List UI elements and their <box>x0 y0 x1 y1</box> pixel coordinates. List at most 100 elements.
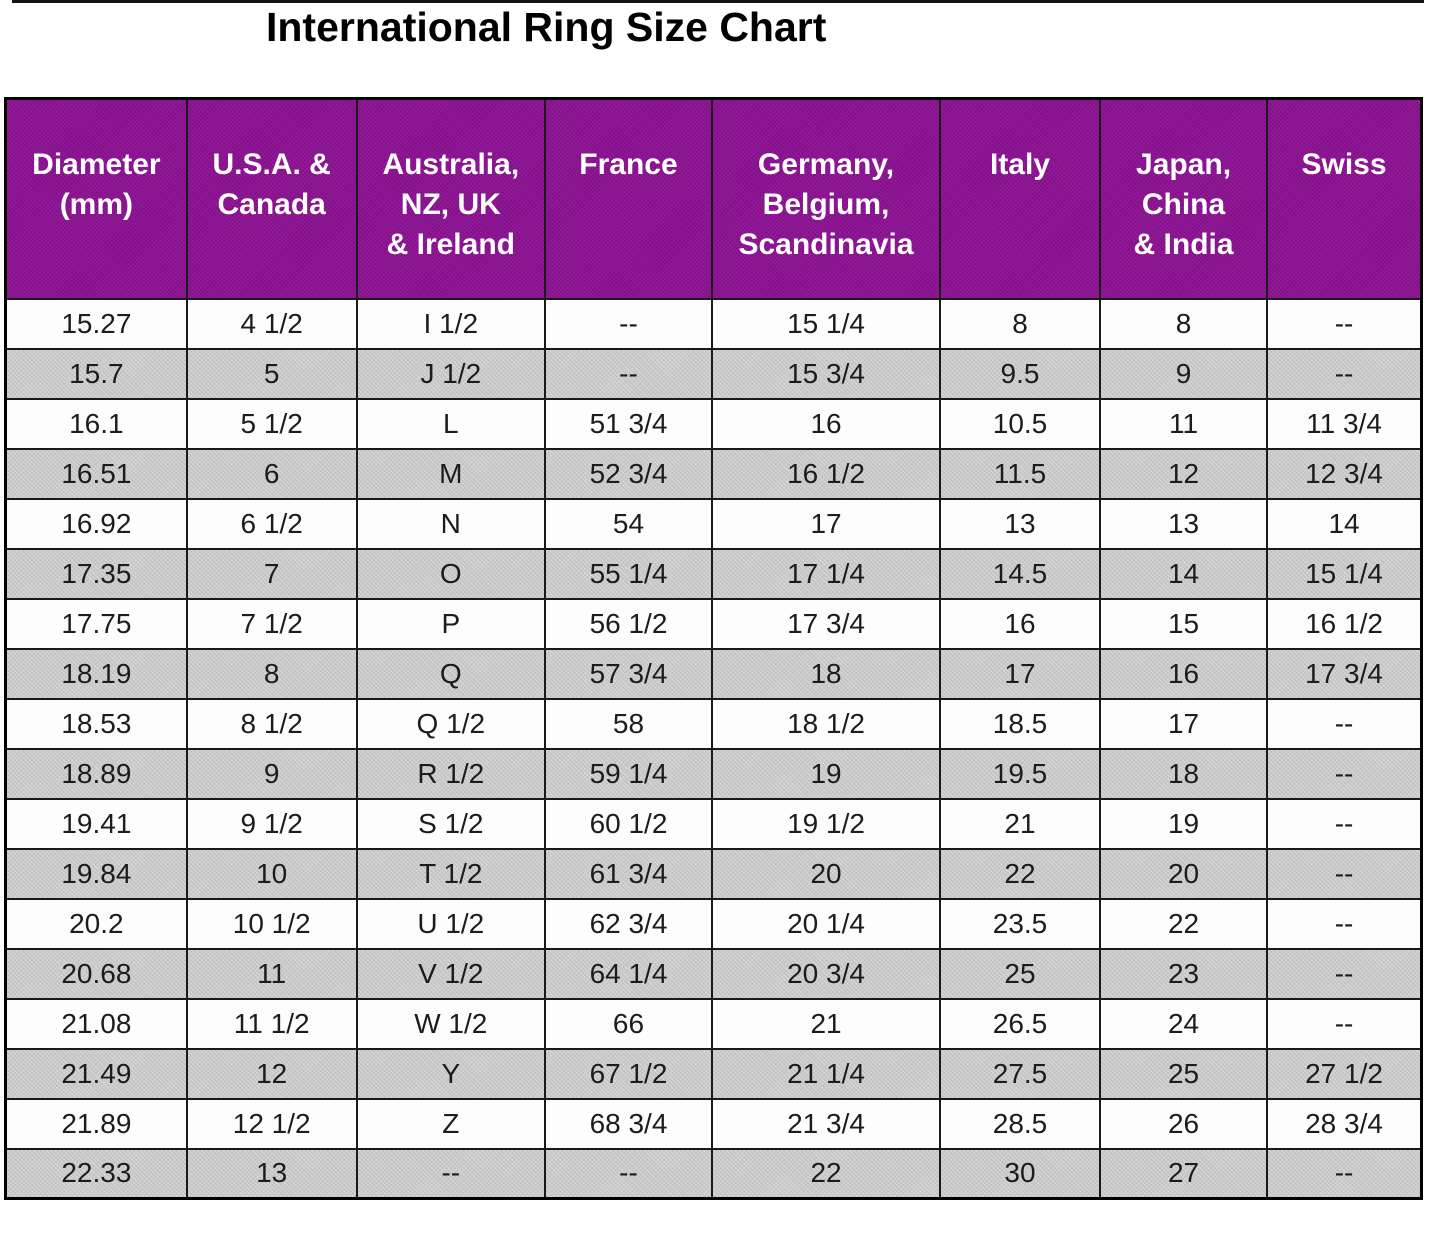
cell: 22 <box>711 1147 941 1200</box>
cell: 62 3/4 <box>543 897 714 950</box>
cell: 17 3/4 <box>1266 647 1423 700</box>
cell: 61 3/4 <box>543 847 714 900</box>
table-row: 17.75 7 1/2 P 56 1/2 17 3/4 16 15 16 1/2 <box>4 597 1423 650</box>
cell: 67 1/2 <box>543 1047 714 1100</box>
cell: 6 1/2 <box>185 497 358 550</box>
cell: 15 3/4 <box>711 347 941 400</box>
cell: 19.84 <box>4 847 188 900</box>
cell: 13 <box>1098 497 1269 550</box>
column-header-swiss: Swiss <box>1266 97 1423 300</box>
cell: 28 3/4 <box>1266 1097 1423 1150</box>
cell: U 1/2 <box>355 897 546 950</box>
cell: -- <box>1266 947 1423 1000</box>
cell: 10 <box>185 847 358 900</box>
cell: 20.2 <box>4 897 188 950</box>
cell: 27 <box>1098 1147 1269 1200</box>
cell: L <box>355 397 546 450</box>
cell: -- <box>1266 347 1423 400</box>
column-header-australia-nz-uk-ireland: Australia, NZ, UK & Ireland <box>355 97 546 300</box>
cell: -- <box>355 1147 546 1200</box>
cell: 9 <box>185 747 358 800</box>
cell: 17 <box>939 647 1101 700</box>
cell: 30 <box>939 1147 1101 1200</box>
cell: -- <box>543 347 714 400</box>
cell: 26.5 <box>939 997 1101 1050</box>
cell: Q <box>355 647 546 700</box>
cell: 23 <box>1098 947 1269 1000</box>
cell: -- <box>1266 847 1423 900</box>
cell: 6 <box>185 447 358 500</box>
column-header-germany-belgium-scandinavia: Germany, Belgium, Scandinavia <box>711 97 941 300</box>
column-header-italy: Italy <box>939 97 1101 300</box>
table-row: 17.35 7 O 55 1/4 17 1/4 14.5 14 15 1/4 <box>4 547 1423 600</box>
cell: 16 <box>711 397 941 450</box>
cell: V 1/2 <box>355 947 546 1000</box>
cell: Z <box>355 1097 546 1150</box>
cell: 17 1/4 <box>711 547 941 600</box>
cell: 8 <box>1098 297 1269 350</box>
table-row: 16.51 6 M 52 3/4 16 1/2 11.5 12 12 3/4 <box>4 447 1423 500</box>
column-header-japan-china-india: Japan, China & India <box>1098 97 1269 300</box>
cell: 10.5 <box>939 397 1101 450</box>
cell: 52 3/4 <box>543 447 714 500</box>
cell: -- <box>1266 1147 1423 1200</box>
cell: 25 <box>939 947 1101 1000</box>
cell: 19 1/2 <box>711 797 941 850</box>
column-header-usa-canada: U.S.A. & Canada <box>185 97 358 300</box>
cell: M <box>355 447 546 500</box>
cell: 15.7 <box>4 347 188 400</box>
cell: 22 <box>1098 897 1269 950</box>
table-row: 21.49 12 Y 67 1/2 21 1/4 27.5 25 27 1/2 <box>4 1047 1423 1100</box>
table-row: 15.27 4 1/2 I 1/2 -- 15 1/4 8 8 -- <box>4 297 1423 350</box>
cell: 21.49 <box>4 1047 188 1100</box>
table-row: 20.68 11 V 1/2 64 1/4 20 3/4 25 23 -- <box>4 947 1423 1000</box>
header-row: Diameter (mm) U.S.A. & Canada Australia,… <box>4 97 1423 300</box>
cell: 11 1/2 <box>185 997 358 1050</box>
cell: 9 1/2 <box>185 797 358 850</box>
cell: 12 <box>1098 447 1269 500</box>
cell: 16 <box>1098 647 1269 700</box>
cell: 51 3/4 <box>543 397 714 450</box>
cell: 16 <box>939 597 1101 650</box>
cell: 8 1/2 <box>185 697 358 750</box>
cell: 16.51 <box>4 447 188 500</box>
cell: 12 <box>185 1047 358 1100</box>
cell: Y <box>355 1047 546 1100</box>
column-header-france: France <box>543 97 714 300</box>
cell: 21 <box>939 797 1101 850</box>
cell: 18 <box>711 647 941 700</box>
cell: 22.33 <box>4 1147 188 1200</box>
cell: -- <box>543 297 714 350</box>
cell: 58 <box>543 697 714 750</box>
cell: 16 1/2 <box>711 447 941 500</box>
cell: 24 <box>1098 997 1269 1050</box>
cell: I 1/2 <box>355 297 546 350</box>
cell: 15.27 <box>4 297 188 350</box>
cell: 11 <box>185 947 358 1000</box>
cell: 13 <box>185 1147 358 1200</box>
cell: 11 <box>1098 397 1269 450</box>
table-row: 16.1 5 1/2 L 51 3/4 16 10.5 11 11 3/4 <box>4 397 1423 450</box>
table-row: 18.19 8 Q 57 3/4 18 17 16 17 3/4 <box>4 647 1423 700</box>
table-row: 16.92 6 1/2 N 54 17 13 13 14 <box>4 497 1423 550</box>
cell: -- <box>1266 897 1423 950</box>
cell: 60 1/2 <box>543 797 714 850</box>
cell: 17 <box>711 497 941 550</box>
cell: 20 <box>1098 847 1269 900</box>
cell: S 1/2 <box>355 797 546 850</box>
cell: 18 1/2 <box>711 697 941 750</box>
cell: R 1/2 <box>355 747 546 800</box>
cell: 11.5 <box>939 447 1101 500</box>
cell: -- <box>1266 297 1423 350</box>
cell: T 1/2 <box>355 847 546 900</box>
cell: 18.19 <box>4 647 188 700</box>
cell: 55 1/4 <box>543 547 714 600</box>
cell: 16 1/2 <box>1266 597 1423 650</box>
cell: 4 1/2 <box>185 297 358 350</box>
cell: 17 3/4 <box>711 597 941 650</box>
cell: 21.89 <box>4 1097 188 1150</box>
cell: 56 1/2 <box>543 597 714 650</box>
cell: 20 1/4 <box>711 897 941 950</box>
cell: 5 <box>185 347 358 400</box>
